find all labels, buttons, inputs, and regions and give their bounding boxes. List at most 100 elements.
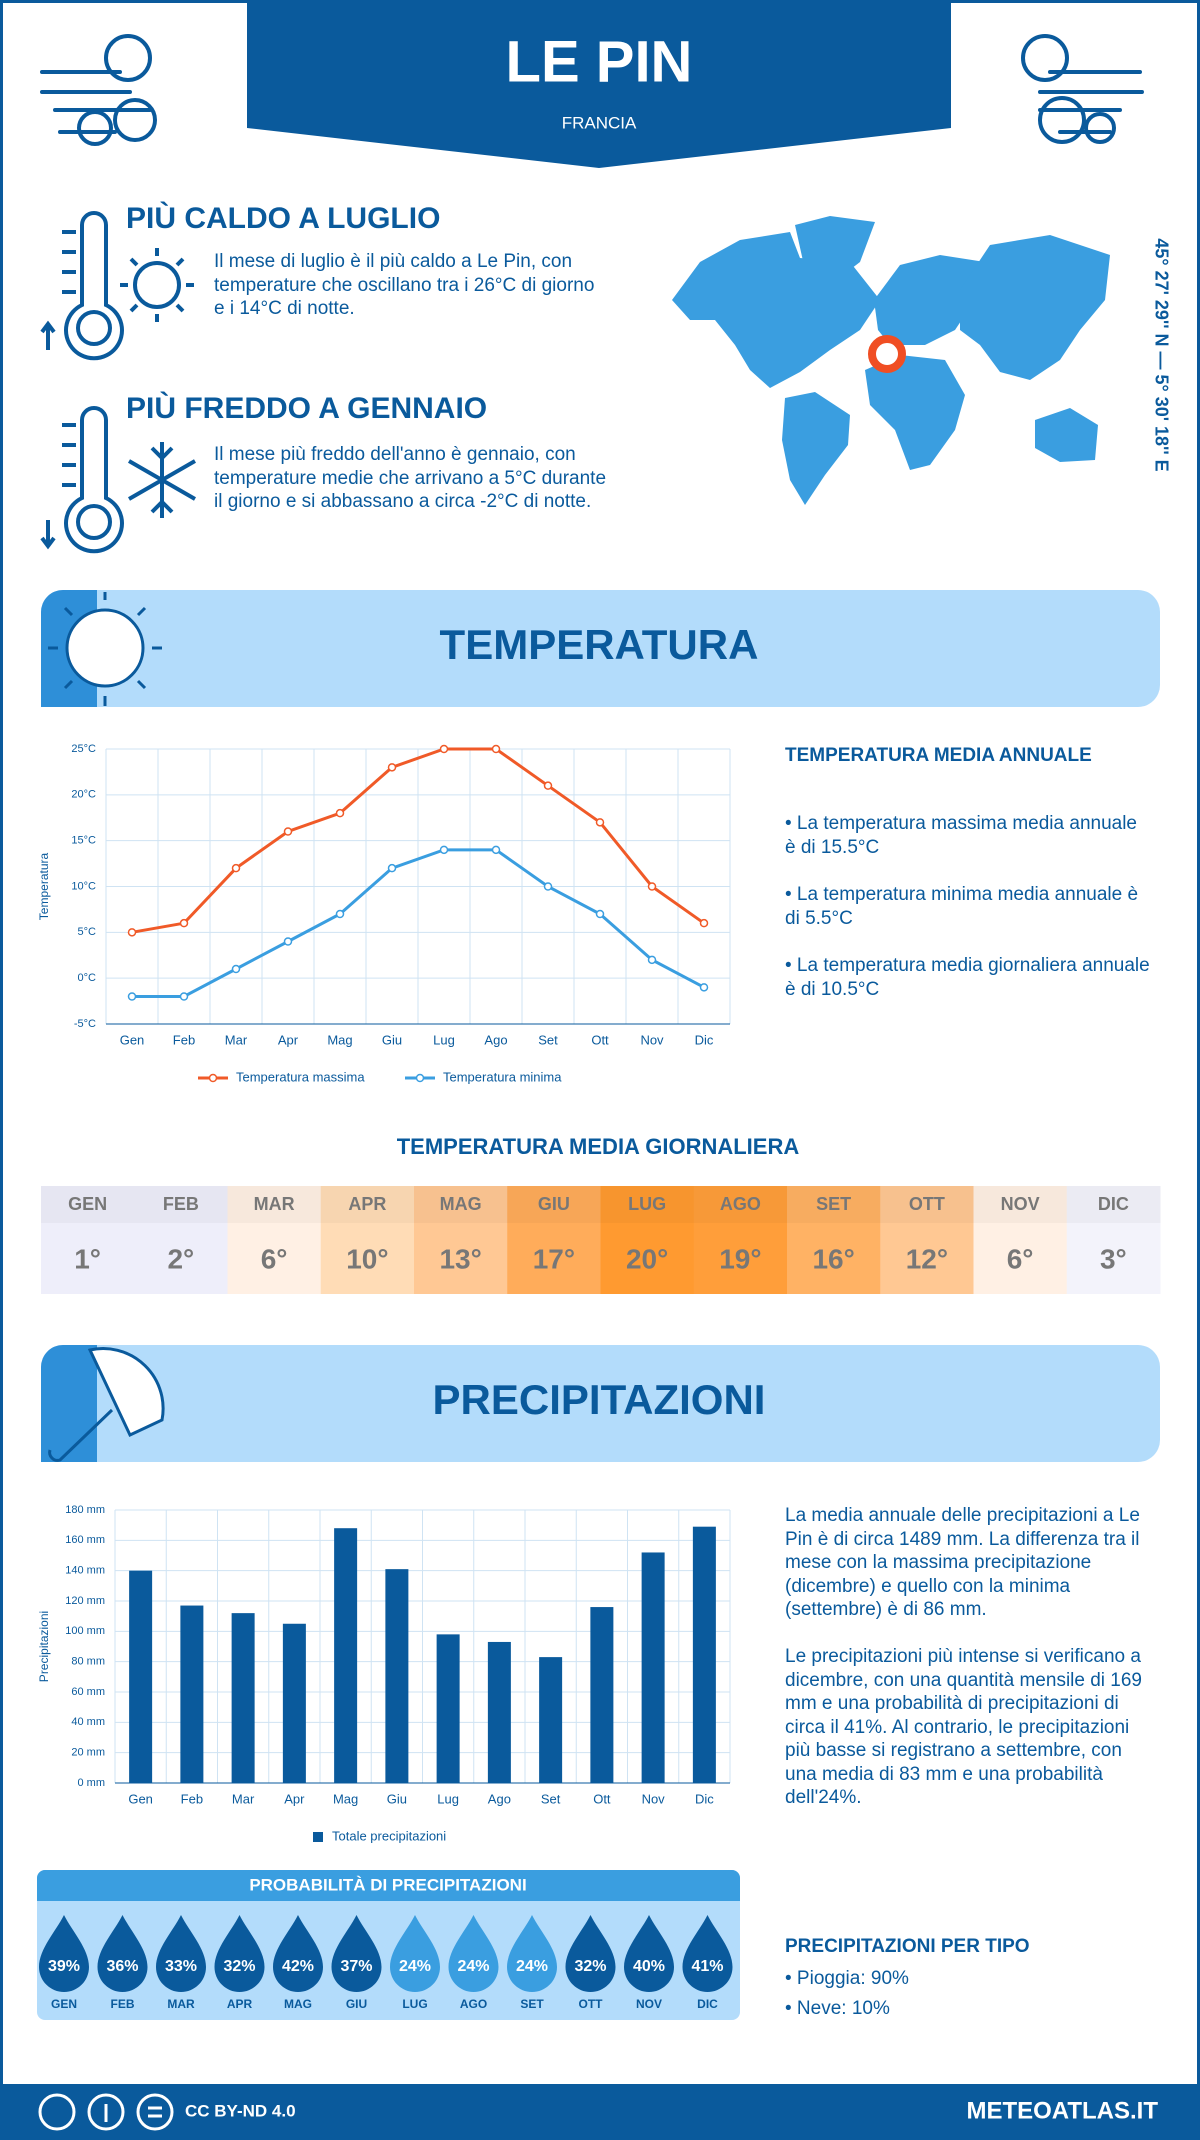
legend-swatch: [313, 1832, 323, 1842]
probability-value: 39%: [48, 1958, 80, 1975]
probability-value: 42%: [282, 1958, 314, 1975]
table-cell: [507, 1186, 601, 1294]
drop: [682, 1915, 733, 1992]
drop: [214, 1915, 265, 1992]
month-label: MAR: [254, 1194, 295, 1214]
x-tick-label: Mar: [225, 1032, 248, 1047]
x-tick-label: Gen: [128, 1791, 153, 1806]
y-tick-label: 0°C: [78, 972, 97, 984]
table-cell: [414, 1186, 508, 1294]
point: [491, 845, 501, 855]
probability-month: SET: [520, 1997, 544, 2011]
probability-value: 40%: [633, 1958, 665, 1975]
y-tick-label: 180 mm: [65, 1504, 105, 1516]
location-marker: [868, 335, 906, 373]
month-label: GEN: [68, 1194, 107, 1214]
bar: [539, 1657, 563, 1783]
point: [439, 845, 449, 855]
point: [647, 882, 657, 891]
thermometer-icon: [40, 406, 196, 554]
y-tick-label: 0 mm: [78, 1777, 106, 1789]
point: [231, 964, 241, 974]
y-tick-label: 20 mm: [71, 1747, 105, 1759]
bar: [129, 1570, 153, 1783]
subtitle: FRANCIA: [562, 113, 637, 132]
wind-icon: [40, 34, 157, 146]
x-tick-label: Ago: [484, 1032, 507, 1047]
y-tick-label: 40 mm: [71, 1716, 105, 1728]
license: CC BY-ND 4.0: [185, 2101, 296, 2120]
month-label: LUG: [628, 1194, 666, 1214]
point: [543, 882, 553, 891]
probability-month: GEN: [51, 1997, 77, 2011]
table-cell: [41, 1186, 135, 1294]
line: [131, 747, 705, 934]
probability-title: PROBABILITÀ DI PRECIPITAZIONI: [249, 1875, 526, 1894]
y-tick-label: 60 mm: [71, 1686, 105, 1698]
month-label: APR: [348, 1194, 386, 1214]
point: [387, 863, 397, 873]
x-tick-label: Feb: [181, 1791, 203, 1806]
point: [543, 781, 553, 790]
type-title: PRECIPITAZIONI PER TIPO: [785, 1936, 1030, 1957]
line: [132, 848, 705, 998]
y-axis-label: Temperatura: [37, 852, 51, 920]
x-tick-label: Gen: [120, 1032, 145, 1047]
table-cell: [227, 1186, 322, 1294]
coldest-title: PIÙ FREDDO A GENNAIO: [126, 392, 488, 425]
annual-item: • La temperatura massima media annuale è…: [785, 813, 1138, 858]
probability-value: 24%: [399, 1958, 431, 1975]
x-tick-label: Apr: [284, 1791, 305, 1806]
table-cell: [600, 1186, 695, 1294]
y-tick-label: -5°C: [74, 1018, 96, 1030]
legend-point: [415, 1073, 425, 1083]
x-tick-label: Lug: [437, 1791, 459, 1806]
probability-month: OTT: [579, 1997, 604, 2011]
bar: [282, 1623, 306, 1783]
x-tick-label: Dic: [695, 1791, 714, 1806]
legend-label: Temperatura minima: [443, 1069, 562, 1084]
header-band: [247, 0, 951, 168]
x-tick-label: Mar: [232, 1791, 255, 1806]
drop: [448, 1915, 499, 1992]
drop: [156, 1915, 206, 1992]
x-tick-label: Lug: [433, 1032, 455, 1047]
probability-month: GIU: [346, 1997, 367, 2011]
x-tick-label: Nov: [642, 1791, 666, 1806]
month-label: NOV: [1001, 1194, 1040, 1214]
thermometer-icon: [40, 211, 194, 361]
y-tick-label: 120 mm: [65, 1595, 105, 1607]
probability-month: MAR: [167, 1997, 195, 2011]
title: LE PIN: [506, 29, 693, 94]
x-tick-label: Ott: [591, 1032, 609, 1047]
coordinates: 45° 27' 29'' N — 5° 30' 18'' E: [1151, 238, 1171, 471]
point: [283, 937, 293, 946]
table-cell: [134, 1186, 228, 1294]
bar: [334, 1528, 358, 1783]
probability-month: AGO: [460, 1997, 487, 2011]
temp-value: 1°: [74, 1243, 101, 1274]
point: [179, 992, 189, 1001]
x-tick-label: Set: [538, 1032, 558, 1047]
y-tick-label: 25°C: [71, 743, 96, 755]
month-label: DIC: [1098, 1194, 1129, 1214]
y-tick-label: 140 mm: [65, 1565, 105, 1577]
temp-value: 19°: [719, 1243, 761, 1274]
y-axis-label: Precipitazioni: [37, 1611, 51, 1682]
wind-icon: [1021, 34, 1144, 144]
probability-month: MAG: [284, 1997, 312, 2011]
precip-text: La media annuale delle precipitazioni a …: [785, 1505, 1140, 1620]
hottest-title: PIÙ CALDO A LUGLIO: [126, 202, 441, 235]
probability-title-bar: [37, 1870, 740, 1901]
drop: [97, 1915, 148, 1992]
annual-item: • La temperatura minima media annuale è …: [785, 884, 1139, 929]
section-title: PRECIPITAZIONI: [433, 1376, 766, 1423]
x-tick-label: Mag: [333, 1791, 358, 1806]
table-cell: [1066, 1186, 1161, 1294]
y-tick-label: 100 mm: [65, 1625, 105, 1637]
temp-value: 17°: [533, 1243, 575, 1274]
x-tick-label: Giu: [382, 1032, 402, 1047]
type-item: • Pioggia: 90%: [785, 1968, 909, 1989]
